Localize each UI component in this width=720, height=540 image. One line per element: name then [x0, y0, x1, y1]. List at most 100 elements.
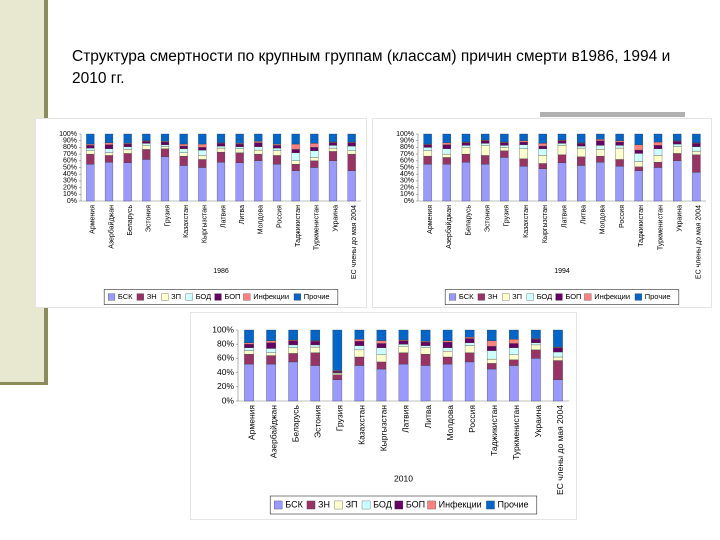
bar-segment: [347, 145, 356, 151]
bar-segment: [509, 359, 519, 366]
bar-segment: [244, 350, 254, 355]
bar-segment: [653, 133, 663, 143]
bar-segment: [142, 143, 151, 146]
bar-segment: [481, 140, 490, 144]
legend-label: ЗП: [346, 499, 358, 509]
x-tick-label: Беларусь: [290, 404, 300, 442]
bar-segment: [291, 152, 300, 161]
bar-segment: [519, 144, 528, 149]
bar-segment: [332, 329, 343, 371]
bar-segment: [86, 164, 95, 202]
bar-segment: [104, 155, 114, 163]
legend-label: ЗН: [318, 499, 330, 509]
bar-segment: [235, 133, 244, 144]
y-tick-label: 10%: [400, 191, 414, 198]
bar-segment: [557, 143, 567, 146]
bar-segment: [653, 141, 663, 146]
bar-segment: [398, 340, 409, 345]
y-tick-label: 0%: [404, 198, 414, 205]
bar-segment: [216, 161, 226, 202]
bar-segment: [423, 133, 432, 145]
legend-label: БОП: [406, 499, 425, 509]
bar-segment: [461, 142, 471, 146]
bar-segment: [244, 363, 254, 402]
bar-segment: [615, 166, 624, 202]
legend-label: ЗН: [488, 292, 498, 301]
bar-segment: [272, 133, 282, 145]
chart-panel: 0% 10% 20% 30% 40% 50% 60% 70% 80% 90% 100% Армения…: [372, 118, 712, 308]
legend-label: Прочие: [645, 292, 671, 301]
bar-segment: [376, 361, 387, 370]
bar-segment: [398, 344, 409, 347]
bar-segment: [288, 329, 298, 341]
bar-segment: [198, 159, 207, 168]
legend-swatch: [274, 500, 283, 510]
bar-segment: [673, 160, 682, 202]
bar-segment: [332, 371, 343, 373]
bar-segment: [442, 341, 453, 348]
bar-segment: [615, 141, 624, 146]
x-tick-label: Беларусь: [465, 205, 472, 236]
bar-segment: [332, 379, 343, 402]
bar-segment: [442, 153, 451, 158]
bar-segment: [509, 365, 519, 402]
bar-segment: [596, 155, 605, 163]
bar-segment: [481, 145, 490, 156]
bar-segment: [577, 156, 586, 166]
bar-segment: [328, 145, 338, 149]
bar-segment: [538, 155, 547, 164]
bar-segment: [376, 368, 387, 402]
bar-segment: [577, 145, 586, 149]
bar-segment: [673, 146, 682, 154]
bar-segment: [531, 349, 541, 359]
bar-segment: [442, 351, 453, 358]
y-tick-label: 80%: [217, 338, 234, 348]
legend-box: [269, 495, 538, 515]
x-tick-label: Россия: [276, 205, 283, 228]
y-tick-label: 90%: [63, 138, 77, 145]
bar-segment: [104, 133, 114, 143]
bar-segment: [160, 133, 170, 142]
bar-segment: [398, 352, 409, 365]
bar-segment: [486, 340, 497, 347]
y-tick-label: 60%: [63, 158, 77, 165]
bar-segment: [500, 133, 509, 143]
bar-segment: [442, 329, 453, 341]
bar-segment: [179, 148, 188, 153]
bar-segment: [198, 149, 207, 156]
x-tick-label: Таджикистан: [295, 205, 302, 247]
y-tick-label: 80%: [63, 144, 77, 151]
x-axis-label: 1994: [554, 268, 570, 275]
legend-label: БОП: [565, 292, 581, 301]
bar-segment: [142, 159, 151, 202]
bar-segment: [354, 365, 365, 402]
bar-segment: [538, 148, 547, 156]
legend-swatch: [634, 293, 642, 301]
bar-segment: [577, 133, 586, 143]
x-tick-label: Кыргызстан: [379, 405, 389, 452]
bar-segment: [310, 344, 321, 348]
x-tick-label: Грузия: [504, 205, 511, 227]
bar-segment: [266, 355, 276, 365]
bar-segment: [464, 338, 475, 343]
y-tick-label: 100%: [396, 131, 414, 138]
bar-segment: [142, 145, 151, 150]
x-tick-label: Латвия: [220, 205, 227, 228]
bar-segment: [179, 133, 188, 145]
bar-segment: [266, 329, 276, 341]
y-tick-label: 30%: [400, 178, 414, 185]
bar-segment: [272, 143, 282, 146]
bar-segment: [328, 151, 338, 161]
y-tick-label: 60%: [217, 353, 234, 363]
legend-label: ЗП: [512, 292, 522, 301]
bar-segment: [291, 133, 300, 145]
bar-segment: [634, 166, 643, 172]
bar-segment: [288, 344, 298, 348]
x-tick-label: ЕС члены до мая 2004: [555, 405, 565, 495]
bar-segment: [266, 340, 276, 343]
bar-segment: [142, 141, 151, 144]
bar-segment: [423, 150, 432, 157]
x-axis-label: 1986: [213, 268, 229, 275]
legend-swatch: [502, 293, 510, 301]
legend-label: БОД: [196, 292, 212, 301]
